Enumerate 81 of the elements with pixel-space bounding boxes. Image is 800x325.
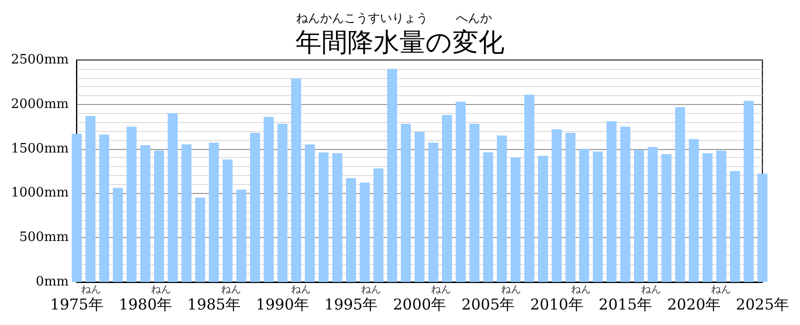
bar (592, 151, 603, 282)
x-tick-label: 2015年 (598, 296, 652, 314)
bar (154, 150, 164, 282)
bar (304, 144, 315, 282)
y-tick-label: 2000mm (10, 96, 69, 112)
text: ねん (431, 284, 451, 296)
bar (428, 142, 438, 282)
x-tick-label: 2000年 (392, 296, 446, 314)
bar (538, 156, 548, 282)
bar (140, 145, 150, 282)
bar (112, 188, 123, 282)
text: ねん (501, 284, 521, 296)
bar (181, 144, 192, 282)
bar (702, 153, 713, 282)
bar (757, 174, 768, 282)
bar (236, 190, 246, 282)
bar (126, 126, 137, 282)
bar (346, 178, 356, 282)
bar (414, 132, 425, 282)
y-tick-label: 2500mm (10, 52, 69, 68)
bar (373, 168, 384, 282)
bar (565, 132, 576, 282)
bar (277, 124, 288, 282)
text: ねん (221, 284, 241, 296)
y-tick-label: 500mm (19, 230, 69, 246)
bar (168, 113, 178, 282)
x-tick-label: 2005年 (462, 296, 515, 314)
bar (250, 132, 260, 282)
text: ねんかんこうすいりょう (296, 11, 428, 25)
bar (661, 154, 672, 282)
x-tick-label: 1995年 (324, 296, 378, 314)
bar (469, 124, 480, 282)
text: ねん (571, 284, 591, 296)
x-tick-label: 1985年 (187, 296, 240, 314)
bar (195, 198, 206, 282)
bar (208, 142, 219, 282)
text: ねん (291, 284, 311, 296)
y-tick-label: 1000mm (10, 186, 69, 201)
bar (72, 134, 82, 282)
x-tick-label: 2010年 (530, 296, 584, 314)
bar (332, 153, 342, 282)
bar (264, 116, 274, 282)
text: ねん (81, 284, 101, 296)
bar (552, 129, 562, 282)
bar (606, 121, 617, 282)
y-tick-label: 1500mm (10, 141, 69, 156)
text: ねん (151, 284, 171, 296)
x-tick-label: 2020年 (667, 296, 720, 314)
bar (688, 139, 699, 282)
bar (634, 150, 644, 282)
x-tick-label: 1975年 (50, 296, 104, 314)
bar (510, 158, 521, 282)
bar (744, 100, 754, 282)
text: ねん (361, 284, 381, 296)
bar (442, 115, 452, 282)
bar (496, 135, 507, 282)
bar (648, 147, 658, 282)
x-tick-label: 2025年 (736, 296, 790, 314)
bar (291, 78, 302, 282)
bar (400, 124, 411, 282)
text: へんか (456, 11, 492, 25)
bar (456, 102, 466, 282)
bar (387, 68, 398, 282)
x-tick-label: 1990年 (256, 296, 310, 314)
bar (318, 152, 329, 282)
y-tick-label: 0mm (36, 274, 69, 290)
text: ねん (711, 284, 731, 296)
bar (99, 134, 110, 282)
x-tick-label: 1980年 (118, 296, 172, 314)
bar (524, 94, 534, 282)
bar (675, 107, 686, 282)
text: ねん (641, 284, 661, 296)
bar (730, 171, 740, 282)
bar (222, 159, 233, 282)
bar (716, 150, 726, 282)
bar (360, 182, 370, 282)
bar (620, 126, 630, 282)
bar (85, 116, 96, 282)
bar (483, 152, 494, 282)
bar (579, 148, 590, 282)
chart-title: 年間降水量の変化 (296, 28, 504, 58)
